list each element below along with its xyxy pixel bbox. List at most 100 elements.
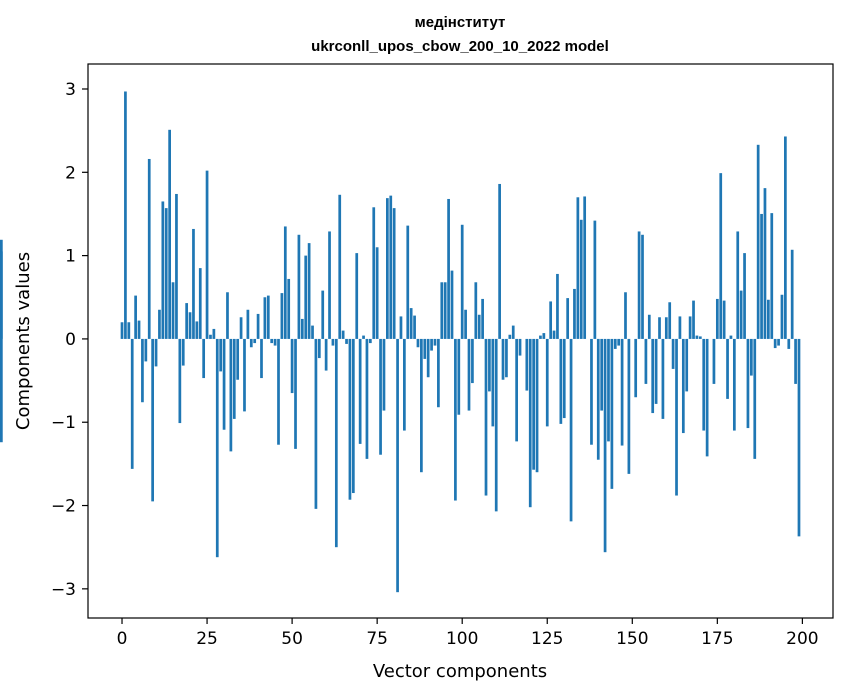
bar — [773, 338, 777, 349]
bar — [144, 338, 148, 362]
bar — [620, 338, 624, 446]
bar — [467, 338, 471, 411]
bar — [420, 338, 423, 473]
bar — [273, 338, 277, 346]
bar — [675, 338, 678, 496]
bar — [641, 234, 644, 339]
bar — [181, 338, 185, 366]
bar — [447, 198, 450, 339]
bar — [406, 225, 410, 339]
bar — [348, 338, 352, 500]
bar — [249, 338, 253, 348]
bar — [770, 213, 774, 339]
bar — [756, 144, 760, 339]
bar — [488, 338, 491, 392]
bar — [607, 338, 610, 442]
bar — [219, 338, 223, 372]
bar — [430, 338, 433, 351]
x-tick-label: 150 — [616, 629, 648, 649]
bar — [443, 282, 447, 339]
bar — [491, 338, 495, 427]
bar — [229, 338, 233, 452]
bar — [277, 338, 280, 445]
bar — [743, 253, 746, 339]
bar — [603, 338, 607, 553]
bar — [345, 338, 348, 344]
bar — [566, 298, 570, 339]
bar — [311, 325, 314, 339]
bar — [637, 231, 641, 339]
bar — [202, 338, 206, 379]
bar — [358, 338, 362, 444]
bar — [365, 338, 369, 459]
bar — [253, 338, 257, 344]
bar — [617, 338, 621, 346]
bar — [719, 173, 723, 339]
x-tick-label: 200 — [786, 629, 818, 649]
bar — [542, 333, 546, 339]
y-tick-label: −2 — [51, 497, 76, 517]
bar — [287, 278, 291, 339]
bar — [375, 247, 379, 339]
bar — [678, 316, 682, 339]
chart-subtitle: ukrconll_upos_cbow_200_10_2022 model — [311, 38, 609, 55]
bar — [787, 338, 791, 349]
bar — [627, 338, 631, 474]
bar — [498, 183, 501, 339]
bar — [576, 197, 580, 339]
bar — [355, 253, 359, 339]
x-tick-label: 50 — [281, 629, 303, 649]
bar — [579, 219, 583, 339]
bar — [403, 338, 406, 431]
bar — [692, 300, 695, 339]
x-tick-label: 100 — [446, 629, 478, 649]
bar — [528, 338, 532, 508]
bar — [613, 338, 617, 349]
bar — [304, 255, 308, 339]
bar — [739, 290, 743, 339]
bar — [226, 292, 229, 339]
bar — [695, 335, 699, 339]
bar — [317, 338, 321, 359]
bar — [338, 194, 342, 339]
bar — [256, 313, 260, 339]
bar — [790, 249, 794, 339]
bar — [260, 338, 263, 379]
bar — [545, 338, 549, 427]
bar — [505, 338, 508, 378]
bar — [464, 309, 467, 339]
bar — [386, 198, 389, 339]
bar — [280, 293, 284, 339]
y-tick-label: −3 — [51, 580, 76, 600]
bar — [777, 338, 780, 346]
bar — [651, 338, 655, 414]
bar — [664, 317, 668, 339]
bar — [328, 231, 331, 339]
bar — [151, 338, 154, 502]
bar — [178, 338, 182, 424]
bar — [481, 298, 484, 339]
bar — [222, 338, 226, 430]
bar — [501, 338, 505, 380]
bar — [290, 338, 294, 394]
bar — [368, 338, 372, 344]
y-tick-label: 2 — [65, 163, 76, 183]
bar — [753, 338, 757, 459]
bar — [209, 334, 212, 339]
bar — [705, 338, 709, 457]
bar — [263, 297, 267, 339]
x-tick-label: 75 — [366, 629, 388, 649]
bar — [681, 338, 685, 434]
bar — [198, 268, 202, 339]
bar — [334, 338, 338, 548]
bar — [205, 170, 209, 339]
bar — [593, 220, 597, 339]
bar — [124, 91, 127, 339]
bar — [590, 338, 593, 445]
bar — [729, 335, 733, 339]
bar — [147, 158, 151, 339]
bar — [236, 338, 240, 380]
bar — [300, 318, 304, 339]
bar — [423, 338, 427, 359]
